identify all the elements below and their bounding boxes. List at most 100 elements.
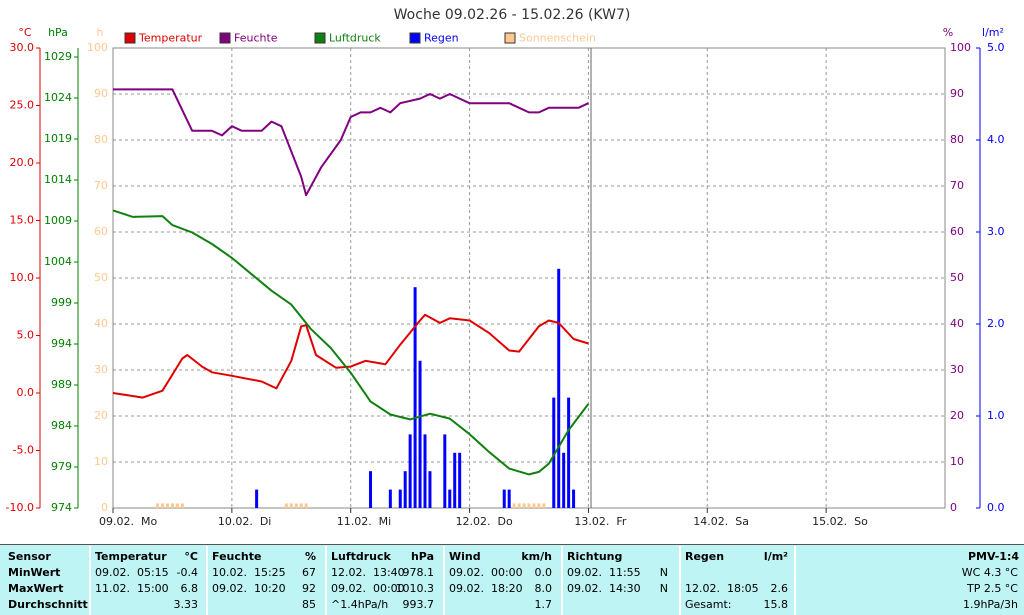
y-tick-label: 1009 [44, 214, 72, 227]
y-tick-label: 10 [950, 455, 964, 468]
axis-unit: h [97, 26, 104, 39]
y-tick-label: 60 [94, 225, 108, 238]
bar [289, 503, 293, 508]
y-tick-label: 40 [950, 317, 964, 330]
x-tick-label: 13.02. Fr [574, 515, 627, 528]
y-tick-label: 10 [94, 455, 108, 468]
table-time: Gesamt: [685, 598, 732, 611]
bar [532, 503, 536, 508]
y-tick-label: -10.0 [6, 501, 34, 514]
bar [284, 503, 288, 508]
y-tick-label: 10.0 [10, 271, 35, 284]
axis-unit: hPa [48, 26, 68, 39]
section-title: PMV-1:4 [968, 550, 1019, 563]
y-tick-label: 0.0 [17, 386, 35, 399]
bar [527, 503, 531, 508]
bar [299, 503, 303, 508]
bar [175, 503, 179, 508]
table-value: 0.0 [535, 566, 553, 579]
table-time: 12.02. 13:40 [331, 566, 405, 579]
bar [304, 503, 308, 508]
y-tick-label: 0.0 [987, 501, 1005, 514]
table-time: 09.02. 10:20 [212, 582, 286, 595]
legend-swatch [409, 32, 421, 44]
table-time: 12.02. 18:05 [685, 582, 759, 595]
legend-swatch [314, 32, 326, 44]
bar [542, 503, 546, 508]
section-title: Richtung [567, 550, 622, 563]
table-time: 09.02. 11:55 [567, 566, 641, 579]
x-tick-label: 14.02. Sa [693, 515, 749, 528]
x-tick-label: 11.02. Mi [337, 515, 392, 528]
y-tick-label: 979 [51, 460, 72, 473]
bar [557, 268, 561, 508]
y-tick-label: 989 [51, 378, 72, 391]
table-value: N [660, 582, 668, 595]
axis-unit: l/m² [982, 26, 1004, 39]
bar [552, 397, 556, 508]
table-value: 92 [302, 582, 316, 595]
row-label: Durchschnitt [8, 598, 88, 611]
data-line [112, 209, 590, 476]
axis-unit: % [943, 26, 953, 39]
bar [294, 503, 298, 508]
bar [572, 489, 576, 508]
y-tick-label: 30 [94, 363, 108, 376]
bar [512, 503, 516, 508]
x-tick-label: 10.02. Di [218, 515, 272, 528]
row-label: MinWert [8, 566, 60, 579]
table-value: 993.7 [403, 598, 435, 611]
section-unit: km/h [521, 550, 552, 563]
table-value: -0.4 [177, 566, 198, 579]
y-tick-label: 3.0 [987, 225, 1005, 238]
bar [522, 503, 526, 508]
y-tick-label: 50 [950, 271, 964, 284]
table-value: N [660, 566, 668, 579]
data-line [112, 313, 589, 399]
y-tick-label: 50 [94, 271, 108, 284]
y-tick-label: 984 [51, 419, 72, 432]
y-tick-label: -5.0 [13, 444, 34, 457]
bar [537, 503, 541, 508]
y-tick-label: 80 [950, 133, 964, 146]
table-value: 978.1 [403, 566, 435, 579]
bar [453, 452, 457, 508]
y-tick-label: 0 [101, 501, 108, 514]
y-tick-label: 994 [51, 337, 72, 350]
y-tick-label: 1.0 [987, 409, 1005, 422]
section-unit: hPa [411, 550, 434, 563]
table-value: TP 2.5 °C [966, 582, 1018, 595]
table-value: WC 4.3 °C [962, 566, 1019, 579]
bar [369, 471, 373, 508]
y-tick-label: 20.0 [10, 156, 35, 169]
bar [403, 471, 407, 508]
y-tick-label: 4.0 [987, 133, 1005, 146]
y-tick-label: 1019 [44, 132, 72, 145]
y-tick-label: 40 [94, 317, 108, 330]
legend-label: Feuchte [234, 32, 278, 45]
row-label: MaxWert [8, 582, 63, 595]
bar [448, 489, 452, 508]
bar [418, 360, 422, 508]
bar [156, 503, 160, 508]
y-tick-label: 100 [950, 41, 971, 54]
bar [165, 503, 169, 508]
table-value: 2.6 [771, 582, 789, 595]
y-tick-label: 0 [950, 501, 957, 514]
bar [502, 489, 506, 508]
table-value: 85 [302, 598, 316, 611]
table-value: 1.9hPa/3h [963, 598, 1018, 611]
legend-label: Luftdruck [329, 32, 381, 45]
y-tick-label: 974 [51, 501, 72, 514]
y-tick-label: 30 [950, 363, 964, 376]
y-tick-label: 100 [87, 41, 108, 54]
y-tick-label: 70 [950, 179, 964, 192]
section-title: Wind [449, 550, 481, 563]
x-tick-label: 15.02. So [812, 515, 868, 528]
summary-table [0, 545, 1024, 615]
table-time: 09.02. 00:00 [331, 582, 405, 595]
legend-label: Sonnenschein [519, 32, 596, 45]
y-tick-label: 1029 [44, 50, 72, 63]
table-value: 15.8 [764, 598, 789, 611]
